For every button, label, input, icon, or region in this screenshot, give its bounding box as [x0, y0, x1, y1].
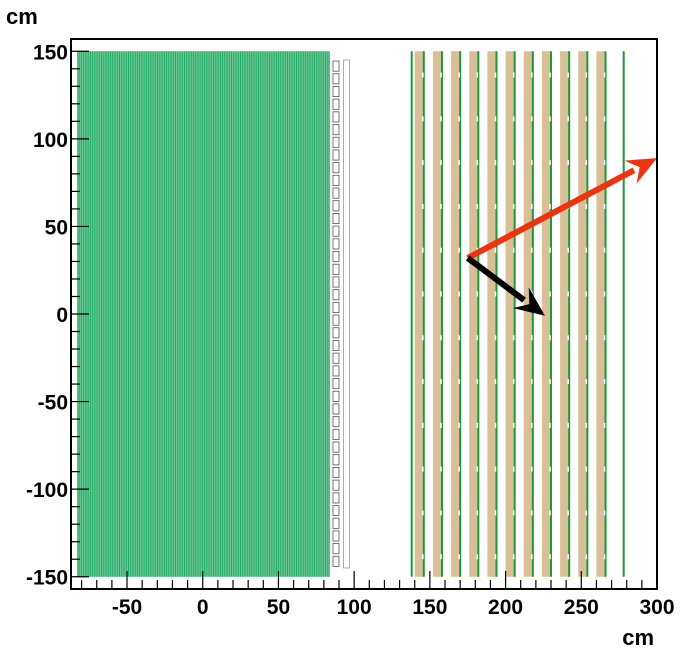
- tan-slab: [578, 51, 588, 577]
- x-tick-label: 200: [488, 596, 523, 619]
- small-box: [332, 530, 340, 542]
- small-box: [332, 276, 340, 288]
- y-tick-label: -150: [26, 567, 68, 590]
- small-box: [332, 428, 340, 440]
- small-box: [332, 60, 340, 72]
- small-box: [332, 517, 340, 529]
- small-box: [332, 555, 340, 567]
- arrows-group: [465, 158, 657, 316]
- axis-ticks-group: [71, 50, 658, 589]
- small-box: [332, 352, 340, 364]
- x-tick-label: 250: [564, 596, 599, 619]
- tan-slab: [451, 51, 461, 577]
- small-box: [332, 86, 340, 98]
- green-block-fill: [77, 51, 330, 577]
- x-tick-label: 0: [197, 596, 209, 619]
- green-block-group: [77, 51, 330, 577]
- small-box: [332, 378, 340, 390]
- small-box: [332, 416, 340, 428]
- small-box: [332, 149, 340, 161]
- tan-slab: [505, 51, 515, 577]
- small-box: [332, 251, 340, 263]
- x-axis-unit-label: cm: [622, 625, 654, 650]
- black-arrow-head: [513, 287, 545, 316]
- small-box: [332, 136, 340, 148]
- small-box: [332, 225, 340, 237]
- small-box: [332, 365, 340, 377]
- y-tick-label: 50: [45, 216, 68, 239]
- x-tick-label: 50: [267, 596, 290, 619]
- small-box: [332, 479, 340, 491]
- red-arrow-head: [624, 158, 657, 184]
- small-box: [332, 111, 340, 123]
- small-box: [332, 187, 340, 199]
- small-box: [332, 505, 340, 517]
- green-planes-group: [410, 51, 625, 577]
- small-box: [332, 289, 340, 301]
- x-tick-label: 300: [639, 596, 674, 619]
- tan-slab: [469, 51, 479, 577]
- small-box: [332, 124, 340, 136]
- small-box: [332, 327, 340, 339]
- small-box: [332, 213, 340, 225]
- small-box: [332, 390, 340, 402]
- small-box-columns-group: [332, 59, 350, 569]
- small-box: [332, 200, 340, 212]
- small-box: [332, 263, 340, 275]
- thin-column: [343, 59, 350, 569]
- small-box: [332, 301, 340, 313]
- red-arrow-shaft: [466, 167, 636, 261]
- small-box: [332, 174, 340, 186]
- small-box: [332, 238, 340, 250]
- tan-slab: [541, 51, 552, 577]
- tan-slabs-group: [414, 51, 606, 577]
- y-tick-label: -100: [26, 479, 68, 502]
- small-box: [332, 403, 340, 415]
- tan-slab: [487, 51, 497, 577]
- y-tick-label: 100: [33, 129, 68, 152]
- small-box: [332, 466, 340, 478]
- small-box: [332, 441, 340, 453]
- small-box: [332, 314, 340, 326]
- small-box: [332, 162, 340, 174]
- tan-slab: [596, 51, 606, 577]
- tan-slab: [523, 51, 533, 577]
- x-tick-label: 150: [412, 596, 447, 619]
- tan-slab: [414, 51, 424, 577]
- tick-labels-group: -50 0 50 100 150 200 250 300 -150 -100 -50 0 50 100 15…: [26, 41, 675, 619]
- small-box: [332, 492, 340, 504]
- small-box: [332, 339, 340, 351]
- y-tick-label: 0: [56, 304, 68, 327]
- y-tick-label: -50: [38, 392, 68, 415]
- x-tick-label: -50: [112, 596, 142, 619]
- y-tick-label: 150: [33, 41, 68, 64]
- tan-slab: [560, 51, 570, 577]
- small-box: [332, 454, 340, 466]
- x-tick-label: 100: [337, 596, 372, 619]
- small-box: [332, 98, 340, 110]
- tan-slab: [432, 51, 442, 577]
- black-arrow-shaft: [465, 255, 526, 303]
- y-axis-unit-label: cm: [6, 4, 38, 29]
- slab-dash-markers-group: [422, 72, 606, 560]
- small-box: [332, 543, 340, 555]
- small-box: [332, 73, 340, 85]
